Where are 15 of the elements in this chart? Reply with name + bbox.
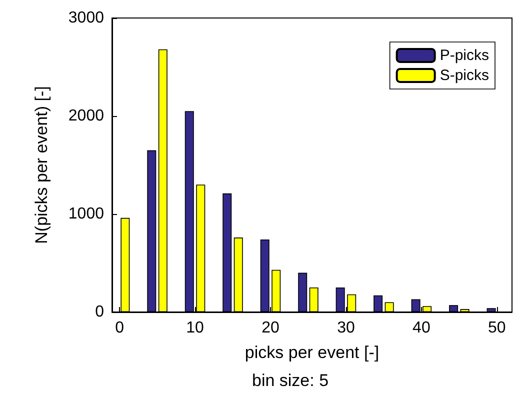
y-tick-label: 3000 bbox=[68, 10, 104, 26]
legend-label: S-picks bbox=[440, 67, 490, 84]
legend-label: P-picks bbox=[440, 47, 490, 64]
x-tick-label: 20 bbox=[262, 320, 280, 336]
text: bin size: 5 bbox=[252, 371, 329, 390]
y-axis-title: N(picks per event) [-] bbox=[32, 86, 51, 244]
y-tick-label: 0 bbox=[95, 304, 104, 320]
x-tick-label: 10 bbox=[186, 320, 204, 336]
y-tick-label: 2000 bbox=[68, 108, 104, 124]
x-tick-label: 40 bbox=[412, 320, 430, 336]
y-tick-label: 1000 bbox=[68, 206, 104, 222]
x-tick-label: 30 bbox=[337, 320, 355, 336]
x-tick-label: 0 bbox=[115, 320, 124, 336]
x-axis-title: picks per event [-] bbox=[244, 343, 380, 362]
x-tick-label: 50 bbox=[488, 320, 506, 336]
